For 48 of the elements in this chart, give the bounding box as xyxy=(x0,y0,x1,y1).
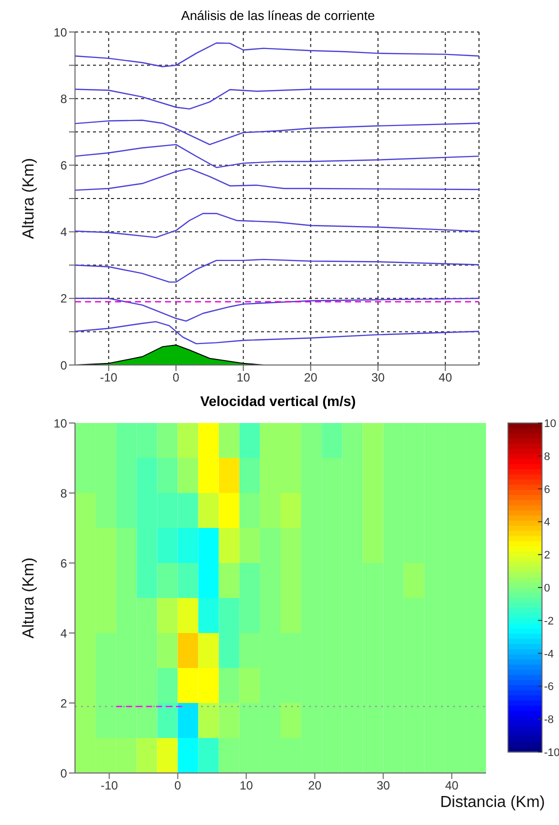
y-tick-label: 8 xyxy=(60,486,68,500)
color-bar-label: 4 xyxy=(544,516,550,529)
line-series xyxy=(75,258,479,283)
x-tick-label: 0 xyxy=(174,778,182,793)
color-bar-label: 10 xyxy=(544,418,556,430)
y-tick-label: 4 xyxy=(60,626,68,640)
color-bar-label: -8 xyxy=(544,714,554,726)
color-bar-label: 8 xyxy=(544,450,550,463)
y-tick-label: 10 xyxy=(54,25,68,40)
y-tick-label: 4 xyxy=(60,225,68,240)
x-tick-label: 10 xyxy=(236,370,250,385)
line-series xyxy=(75,168,479,191)
x-tick-label: 30 xyxy=(371,370,385,385)
y-tick-label: 6 xyxy=(60,556,68,570)
color-bar-label: 6 xyxy=(544,484,550,496)
x-tick-label: 40 xyxy=(445,778,459,793)
x-tick-label: -10 xyxy=(100,370,118,385)
y-tick-label: 0 xyxy=(60,358,68,372)
y-axis-title: Altura (Km) xyxy=(20,158,38,239)
line-series xyxy=(75,298,479,322)
x-axis-title: Distancia (Km) xyxy=(440,794,545,812)
x-tick-label: 20 xyxy=(308,778,322,793)
line-series xyxy=(75,144,479,168)
x-tick-label: 40 xyxy=(438,370,452,385)
x-tick-label: -10 xyxy=(100,778,118,793)
color-bar-label: 0 xyxy=(544,582,550,594)
color-bar-label: -6 xyxy=(544,681,554,694)
y-tick-label: 6 xyxy=(60,158,68,172)
chart-title: Análisis de las líneas de corriente xyxy=(180,8,376,25)
y-tick-label: 2 xyxy=(60,292,68,306)
y-axis-title: Altura (Km) xyxy=(20,558,38,638)
chart-title: Velocidad vertical (m/s) xyxy=(199,393,357,411)
color-bar-label: -4 xyxy=(544,648,554,660)
line-series xyxy=(75,42,479,68)
color-bar-label: 2 xyxy=(544,550,550,562)
line-series xyxy=(75,321,479,344)
y-tick-label: 0 xyxy=(60,766,68,780)
color-bar-label: -2 xyxy=(544,615,554,628)
line-series xyxy=(75,120,479,146)
y-tick-label: 8 xyxy=(60,92,68,106)
y-tick-label: 10 xyxy=(54,416,68,430)
line-series xyxy=(75,212,479,238)
x-tick-label: 10 xyxy=(240,778,254,793)
x-tick-label: 0 xyxy=(172,370,180,385)
line-series xyxy=(75,88,479,110)
x-tick-label: 30 xyxy=(376,778,390,793)
y-tick-label: 2 xyxy=(60,696,68,710)
x-tick-label: 20 xyxy=(304,370,318,385)
